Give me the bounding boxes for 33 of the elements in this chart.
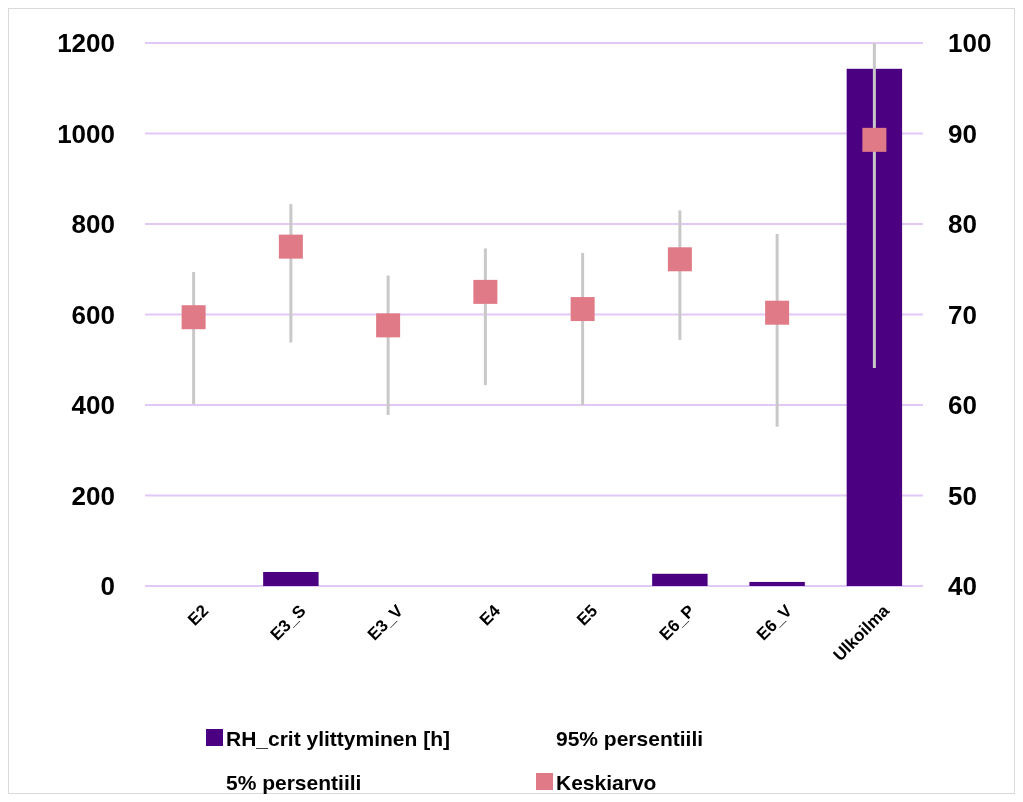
point: [376, 313, 401, 338]
point: [570, 297, 595, 322]
y2-tick-label: 100: [948, 28, 992, 58]
y2-tick-label: 70: [948, 299, 977, 330]
text: 5% persentiili: [226, 770, 362, 794]
bar: [263, 571, 319, 586]
point: [765, 300, 790, 325]
point: [181, 305, 206, 330]
bar: [749, 581, 805, 586]
bar: [652, 573, 708, 586]
x-tick-label: E2: [184, 601, 213, 630]
legend-label: Keskiarvo: [556, 770, 657, 794]
bar: [846, 68, 903, 586]
y-tick-label: 800: [71, 209, 115, 239]
y-tick-label: 1200: [57, 28, 115, 58]
point: [473, 279, 498, 304]
y2-tick-label: 60: [948, 390, 977, 420]
y2-tick-label: 90: [948, 118, 977, 149]
point: [278, 234, 303, 259]
x-tick-label: E5: [573, 601, 602, 630]
y2-tick-label: 40: [948, 571, 977, 601]
text: 95% persentiili: [556, 726, 704, 750]
y2-tick-label: 80: [948, 209, 977, 239]
legend-label: RH_crit ylittyminen [h]: [226, 726, 451, 750]
y-tick-label: 600: [71, 299, 115, 330]
point: [862, 127, 887, 152]
x-tick-label: E4: [475, 600, 505, 630]
y-tick-label: 1000: [57, 118, 115, 149]
y-tick-label: 0: [100, 571, 115, 601]
y-tick-label: 400: [71, 390, 115, 420]
y-tick-label: 200: [71, 480, 115, 511]
y2-tick-label: 50: [948, 480, 977, 511]
point: [667, 247, 692, 272]
